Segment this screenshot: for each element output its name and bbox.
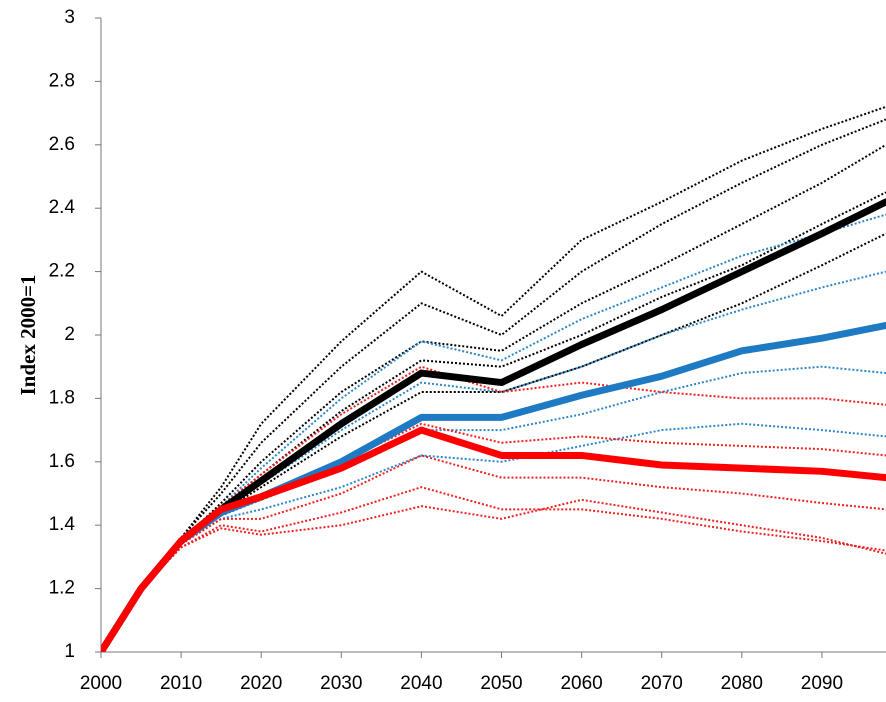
y-tick-label: 2.6 [49, 134, 75, 155]
scenario-line [101, 454, 886, 652]
y-axis-label: Index 2000=1 [16, 274, 40, 395]
y-tick-label: 1.2 [49, 578, 75, 599]
scenario-line [101, 498, 886, 652]
y-tick-label: 1.6 [49, 451, 75, 472]
y-tick-label: 2.4 [49, 197, 76, 218]
x-tick-label: 2060 [560, 673, 602, 694]
x-tick-label: 2050 [480, 673, 522, 694]
scenario-line [101, 422, 886, 652]
y-tick-label: 2.8 [49, 70, 75, 91]
scenario-line [101, 422, 886, 652]
x-tick-label: 2020 [240, 673, 282, 694]
y-tick-label: 2 [64, 324, 75, 345]
scenario-line [101, 143, 886, 652]
mean-line [101, 198, 886, 652]
x-tick-label: 2040 [400, 673, 442, 694]
y-tick-label: 1.4 [49, 514, 76, 535]
x-tick-label: 2080 [721, 673, 763, 694]
scenario-line [101, 118, 886, 652]
y-tick-label: 3 [64, 7, 75, 28]
y-tick-label: 2.2 [49, 261, 75, 282]
x-tick-label: 2030 [320, 673, 362, 694]
scenario-line [101, 105, 886, 652]
y-tick-label: 1 [64, 641, 75, 662]
x-tick-label: 2090 [801, 673, 843, 694]
scenario-line [101, 213, 886, 652]
mean-line [101, 426, 886, 652]
x-tick-label: 2000 [80, 673, 122, 694]
scenario-line [101, 232, 886, 652]
x-tick-label: 2070 [641, 673, 683, 694]
y-tick-label: 1.8 [49, 387, 75, 408]
x-tick-label: 2010 [160, 673, 202, 694]
